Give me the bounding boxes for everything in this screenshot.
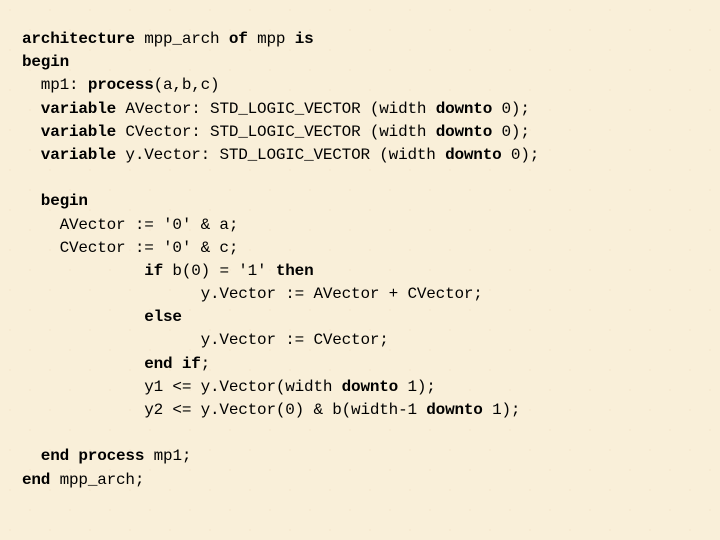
kw-downto: downto: [342, 378, 398, 396]
kw-if: if: [22, 262, 163, 280]
txt: y2 <= y.Vector(0) & b(width-1: [22, 401, 426, 419]
kw-downto: downto: [445, 146, 501, 164]
txt: 1);: [398, 378, 436, 396]
kw-then: then: [276, 262, 314, 280]
kw-architecture: architecture: [22, 30, 135, 48]
txt: y.Vector := AVector + CVector;: [22, 285, 483, 303]
kw-downto: downto: [426, 401, 482, 419]
txt: 0);: [502, 146, 540, 164]
txt: 0);: [492, 123, 530, 141]
txt: ;: [201, 355, 210, 373]
kw-end: end: [22, 471, 50, 489]
kw-variable: variable: [22, 123, 116, 141]
kw-begin: begin: [22, 53, 69, 71]
kw-downto: downto: [436, 100, 492, 118]
txt: 1);: [483, 401, 521, 419]
kw-begin: begin: [22, 192, 88, 210]
txt: CVector := '0' & c;: [22, 239, 238, 257]
txt: y1 <= y.Vector(width: [22, 378, 342, 396]
kw-variable: variable: [22, 100, 116, 118]
kw-process: process: [88, 76, 154, 94]
kw-else: else: [22, 308, 182, 326]
txt: mpp_arch: [135, 30, 229, 48]
kw-downto: downto: [436, 123, 492, 141]
code-block: architecture mpp_arch of mpp is begin mp…: [0, 0, 720, 492]
kw-endif: end if: [22, 355, 201, 373]
kw-is: is: [295, 30, 314, 48]
txt: b(0) = '1': [163, 262, 276, 280]
txt: mp1:: [22, 76, 88, 94]
txt: y.Vector: STD_LOGIC_VECTOR (width: [116, 146, 445, 164]
txt: y.Vector := CVector;: [22, 331, 389, 349]
txt: mpp: [248, 30, 295, 48]
txt: mpp_arch;: [50, 471, 144, 489]
kw-of: of: [229, 30, 248, 48]
kw-end-process: end process: [22, 447, 144, 465]
txt: (a,b,c): [154, 76, 220, 94]
kw-variable: variable: [22, 146, 116, 164]
txt: mp1;: [144, 447, 191, 465]
txt: CVector: STD_LOGIC_VECTOR (width: [116, 123, 436, 141]
txt: AVector := '0' & a;: [22, 216, 238, 234]
txt: AVector: STD_LOGIC_VECTOR (width: [116, 100, 436, 118]
txt: 0);: [492, 100, 530, 118]
